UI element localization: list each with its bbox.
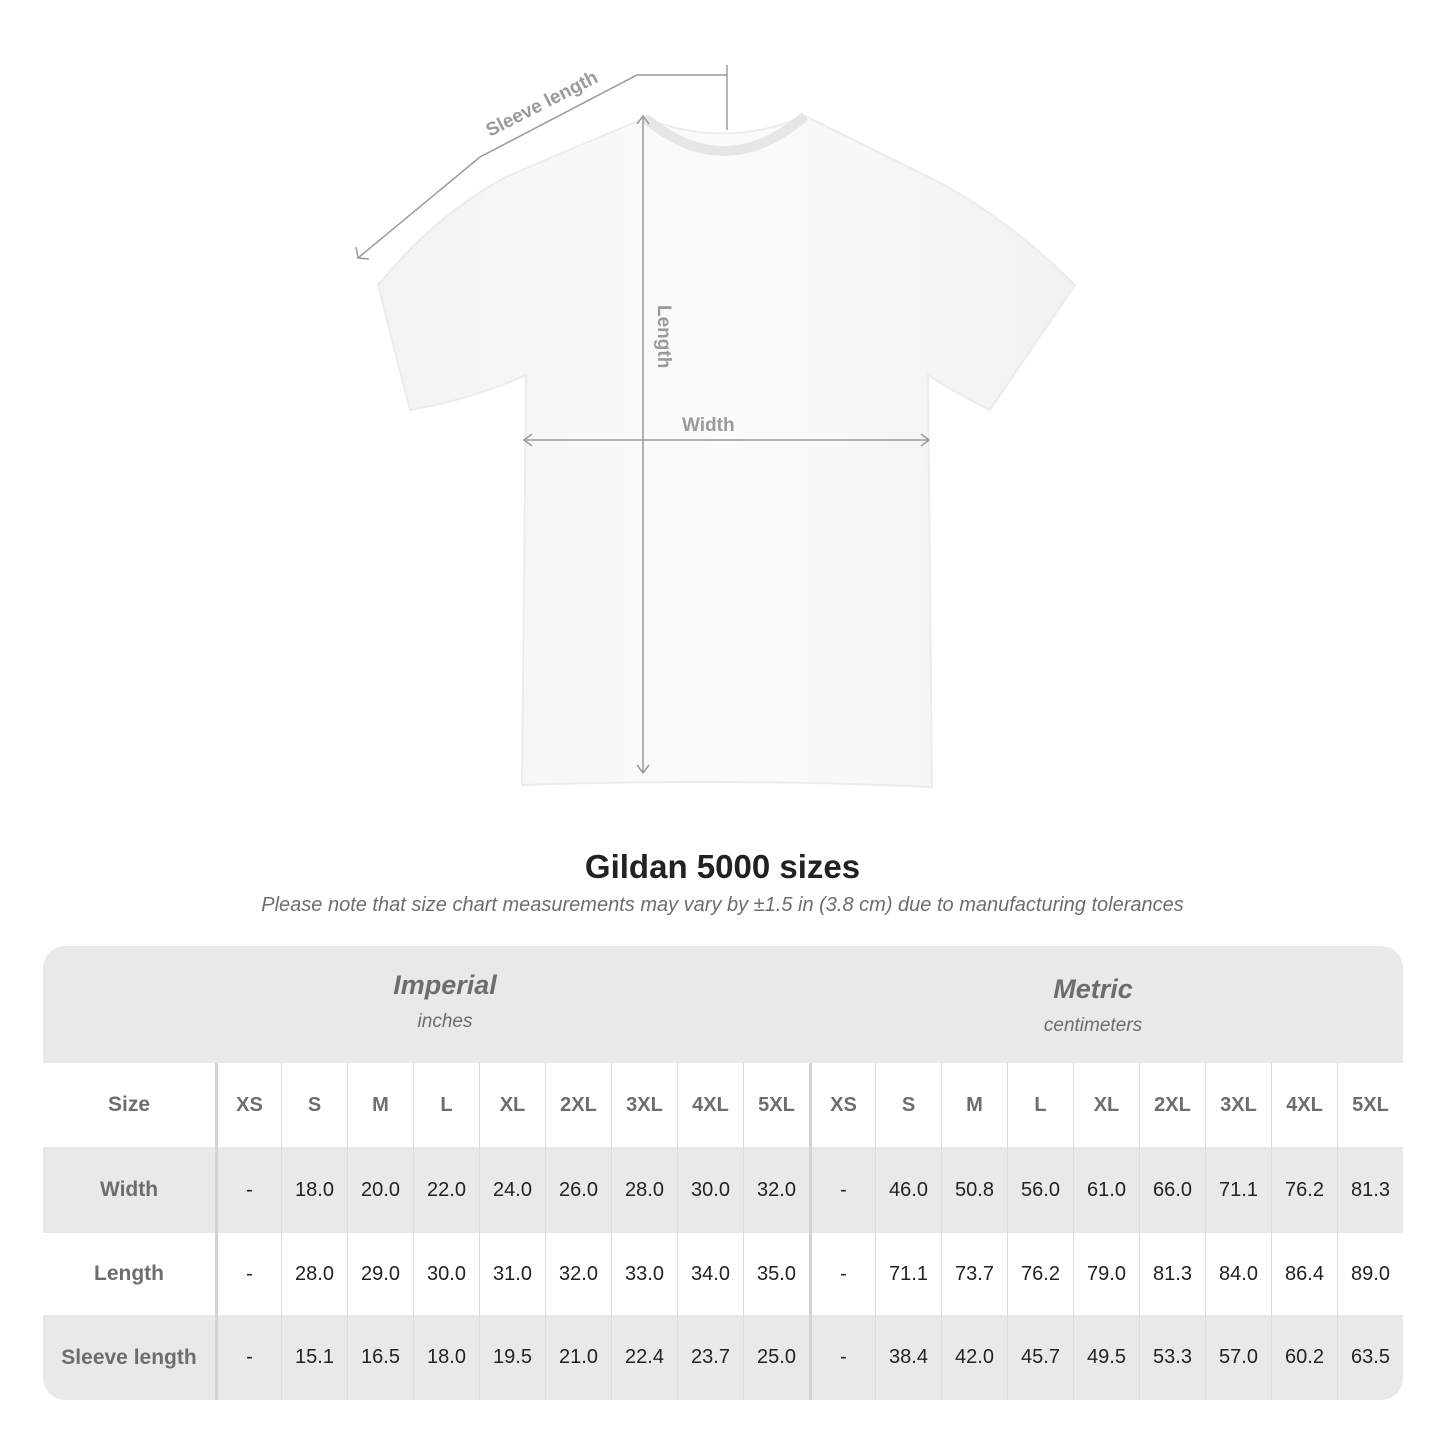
size-cell: XS xyxy=(809,1063,875,1147)
size-cell: 3XL xyxy=(1205,1063,1271,1147)
table-row: Sleeve length -15.1 16.5 18.0 19.5 21.0 22.4 23… xyxy=(43,1315,1403,1400)
value-cell: 57.0 xyxy=(1205,1315,1271,1400)
value-cell: 50.8 xyxy=(941,1147,1007,1233)
value-cell: 89.0 xyxy=(1337,1233,1403,1315)
value-cell: - xyxy=(215,1233,281,1315)
sleeve-length-label: Sleeve length xyxy=(483,67,602,141)
system-name: Imperial xyxy=(393,970,497,1000)
value-cell: 33.0 xyxy=(611,1233,677,1315)
row-label: Sleeve length xyxy=(61,1345,197,1369)
value-cell: 26.0 xyxy=(545,1147,611,1233)
row-label: Width xyxy=(99,1178,159,1201)
value-cell: 20.0 xyxy=(347,1147,413,1233)
sleeve-length-line xyxy=(357,74,727,259)
size-cell: XL xyxy=(479,1063,545,1147)
value-cell: 76.2 xyxy=(1007,1233,1073,1315)
table-row: Width -18.0 20.0 22.0 24.0 26.0 28.0 30.0 32.0-4… xyxy=(43,1147,1403,1233)
value-cell: 63.5 xyxy=(1337,1315,1403,1400)
size-header-row: Size XS S M L XL 2XL 3XL 4XL 5XL XS S M L XL 2XL 3XL 4XL 5… xyxy=(43,1063,1403,1147)
value-cell: - xyxy=(809,1147,875,1233)
size-cell: 2XL xyxy=(545,1063,611,1147)
value-cell: 53.3 xyxy=(1139,1315,1205,1400)
value-cell: 22.0 xyxy=(413,1147,479,1233)
tshirt-shape xyxy=(376,114,1077,789)
table-row: Length -28.0 29.0 30.0 31.0 32.0 33.0 34.0 35.0-… xyxy=(43,1233,1403,1315)
value-cell: - xyxy=(215,1147,281,1233)
value-cell: 81.3 xyxy=(1337,1147,1403,1233)
row-label: Length xyxy=(94,1262,164,1285)
value-cell: 45.7 xyxy=(1007,1315,1073,1400)
value-cell: 66.0 xyxy=(1139,1147,1205,1233)
size-cell: XL xyxy=(1073,1063,1139,1147)
size-cell: L xyxy=(1007,1063,1073,1147)
value-cell: 16.5 xyxy=(347,1315,413,1400)
size-cell: 5XL xyxy=(1337,1063,1403,1147)
size-cell: S xyxy=(875,1063,941,1147)
value-cell: 18.0 xyxy=(281,1147,347,1233)
value-cell: 35.0 xyxy=(743,1233,809,1315)
value-cell: 79.0 xyxy=(1073,1233,1139,1315)
page-title: Gildan 5000 sizes xyxy=(584,848,861,885)
value-cell: 42.0 xyxy=(941,1315,1007,1400)
size-cell: XS xyxy=(215,1063,281,1147)
system-unit: inches xyxy=(417,1011,473,1032)
value-cell: 24.0 xyxy=(479,1147,545,1233)
value-cell: - xyxy=(215,1315,281,1400)
size-cell: 4XL xyxy=(1271,1063,1337,1147)
value-cell: 28.0 xyxy=(611,1147,677,1233)
value-cell: 86.4 xyxy=(1271,1233,1337,1315)
value-cell: 18.0 xyxy=(413,1315,479,1400)
size-cell: M xyxy=(347,1063,413,1147)
metric-header: Metric centimeters xyxy=(863,974,1323,1037)
tolerance-note: Please note that size chart measurements… xyxy=(261,894,1184,916)
width-label: Width xyxy=(682,415,735,436)
value-cell: 28.0 xyxy=(281,1233,347,1315)
value-cell: 19.5 xyxy=(479,1315,545,1400)
value-cell: 30.0 xyxy=(677,1147,743,1233)
size-cell: L xyxy=(413,1063,479,1147)
value-cell: 73.7 xyxy=(941,1233,1007,1315)
value-cell: 22.4 xyxy=(611,1315,677,1400)
system-unit: centimeters xyxy=(1043,1015,1143,1036)
size-cell: 3XL xyxy=(611,1063,677,1147)
length-label: Length xyxy=(653,305,674,368)
value-cell: - xyxy=(809,1233,875,1315)
size-cell: S xyxy=(281,1063,347,1147)
value-cell: 71.1 xyxy=(875,1233,941,1315)
imperial-header: Imperial inches xyxy=(215,970,675,1033)
value-cell: 32.0 xyxy=(545,1233,611,1315)
value-cell: 46.0 xyxy=(875,1147,941,1233)
value-cell: 34.0 xyxy=(677,1233,743,1315)
size-cell: M xyxy=(941,1063,1007,1147)
value-cell: 15.1 xyxy=(281,1315,347,1400)
system-name: Metric xyxy=(1053,974,1133,1004)
value-cell: 23.7 xyxy=(677,1315,743,1400)
value-cell: 56.0 xyxy=(1007,1147,1073,1233)
value-cell: 31.0 xyxy=(479,1233,545,1315)
value-cell: 30.0 xyxy=(413,1233,479,1315)
value-cell: 71.1 xyxy=(1205,1147,1271,1233)
size-table: Imperial inches Metric centimeters Size X… xyxy=(43,946,1403,1400)
row-label: Size xyxy=(107,1093,151,1116)
value-cell: 60.2 xyxy=(1271,1315,1337,1400)
value-cell: 76.2 xyxy=(1271,1147,1337,1233)
value-cell: 25.0 xyxy=(743,1315,809,1400)
size-cell: 5XL xyxy=(743,1063,809,1147)
value-cell: 29.0 xyxy=(347,1233,413,1315)
value-cell: 84.0 xyxy=(1205,1233,1271,1315)
value-cell: 61.0 xyxy=(1073,1147,1139,1233)
value-cell: 81.3 xyxy=(1139,1233,1205,1315)
value-cell: 38.4 xyxy=(875,1315,941,1400)
tshirt-diagram: Sleeve length Length Width xyxy=(355,65,1077,789)
size-cell: 2XL xyxy=(1139,1063,1205,1147)
size-cell: 4XL xyxy=(677,1063,743,1147)
value-cell: 32.0 xyxy=(743,1147,809,1233)
value-cell: 21.0 xyxy=(545,1315,611,1400)
value-cell: 49.5 xyxy=(1073,1315,1139,1400)
value-cell: - xyxy=(809,1315,875,1400)
